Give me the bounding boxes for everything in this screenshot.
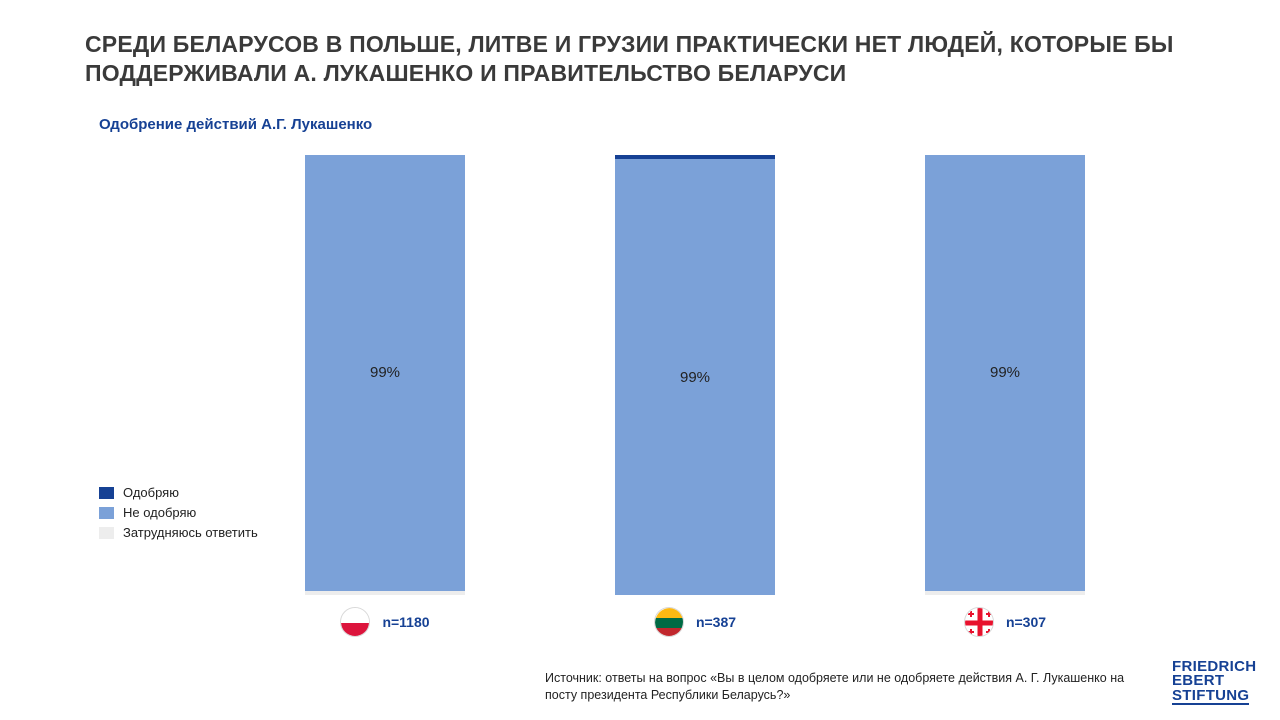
bar-poland: 99% (305, 155, 465, 595)
logo-line3: STIFTUNG (1172, 689, 1249, 705)
flag-lithuania-icon (654, 607, 684, 637)
legend-label-approve: Одобряю (123, 485, 179, 500)
legend-item-approve: Одобряю (99, 485, 258, 500)
axis-item-georgia: n=307 (925, 604, 1085, 640)
fes-logo: FRIEDRICH EBERT STIFTUNG (1172, 660, 1264, 705)
legend: Одобряю Не одобряю Затрудняюсь ответить (99, 485, 258, 545)
bar-stack: 99% (925, 155, 1085, 595)
seg-disapprove: 99% (925, 155, 1085, 591)
legend-swatch-dk (99, 527, 114, 539)
n-label: n=387 (696, 614, 736, 630)
legend-label-dk: Затрудняюсь ответить (123, 525, 258, 540)
seg-dk (305, 591, 465, 595)
axis-item-lithuania: n=387 (615, 604, 775, 640)
seg-disapprove: 99% (305, 155, 465, 591)
slide-title: СРЕДИ БЕЛАРУСОВ В ПОЛЬШЕ, ЛИТВЕ И ГРУЗИИ… (85, 30, 1195, 88)
bar-container: 99% 99% 99% (305, 155, 1085, 595)
n-label: n=307 (1006, 614, 1046, 630)
slide: СРЕДИ БЕЛАРУСОВ В ПОЛЬШЕ, ЛИТВЕ И ГРУЗИИ… (0, 0, 1280, 720)
chart-subtitle: Одобрение действий А.Г. Лукашенко (99, 116, 1195, 133)
bar-stack: 99% (615, 155, 775, 595)
flag-georgia-icon (964, 607, 994, 637)
legend-swatch-disapprove (99, 507, 114, 519)
bar-stack: 99% (305, 155, 465, 595)
legend-label-disapprove: Не одобряю (123, 505, 196, 520)
footnote: Источник: ответы на вопрос «Вы в целом о… (545, 670, 1125, 704)
axis-item-poland: n=1180 (305, 604, 465, 640)
bar-georgia: 99% (925, 155, 1085, 595)
bar-lithuania: 99% (615, 155, 775, 595)
legend-swatch-approve (99, 487, 114, 499)
n-label: n=1180 (382, 614, 429, 630)
seg-dk (925, 591, 1085, 595)
legend-item-disapprove: Не одобряю (99, 505, 258, 520)
x-axis: n=1180 n=387 n=307 (305, 604, 1085, 640)
seg-disapprove: 99% (615, 159, 775, 595)
flag-poland-icon (340, 607, 370, 637)
legend-item-dk: Затрудняюсь ответить (99, 525, 258, 540)
